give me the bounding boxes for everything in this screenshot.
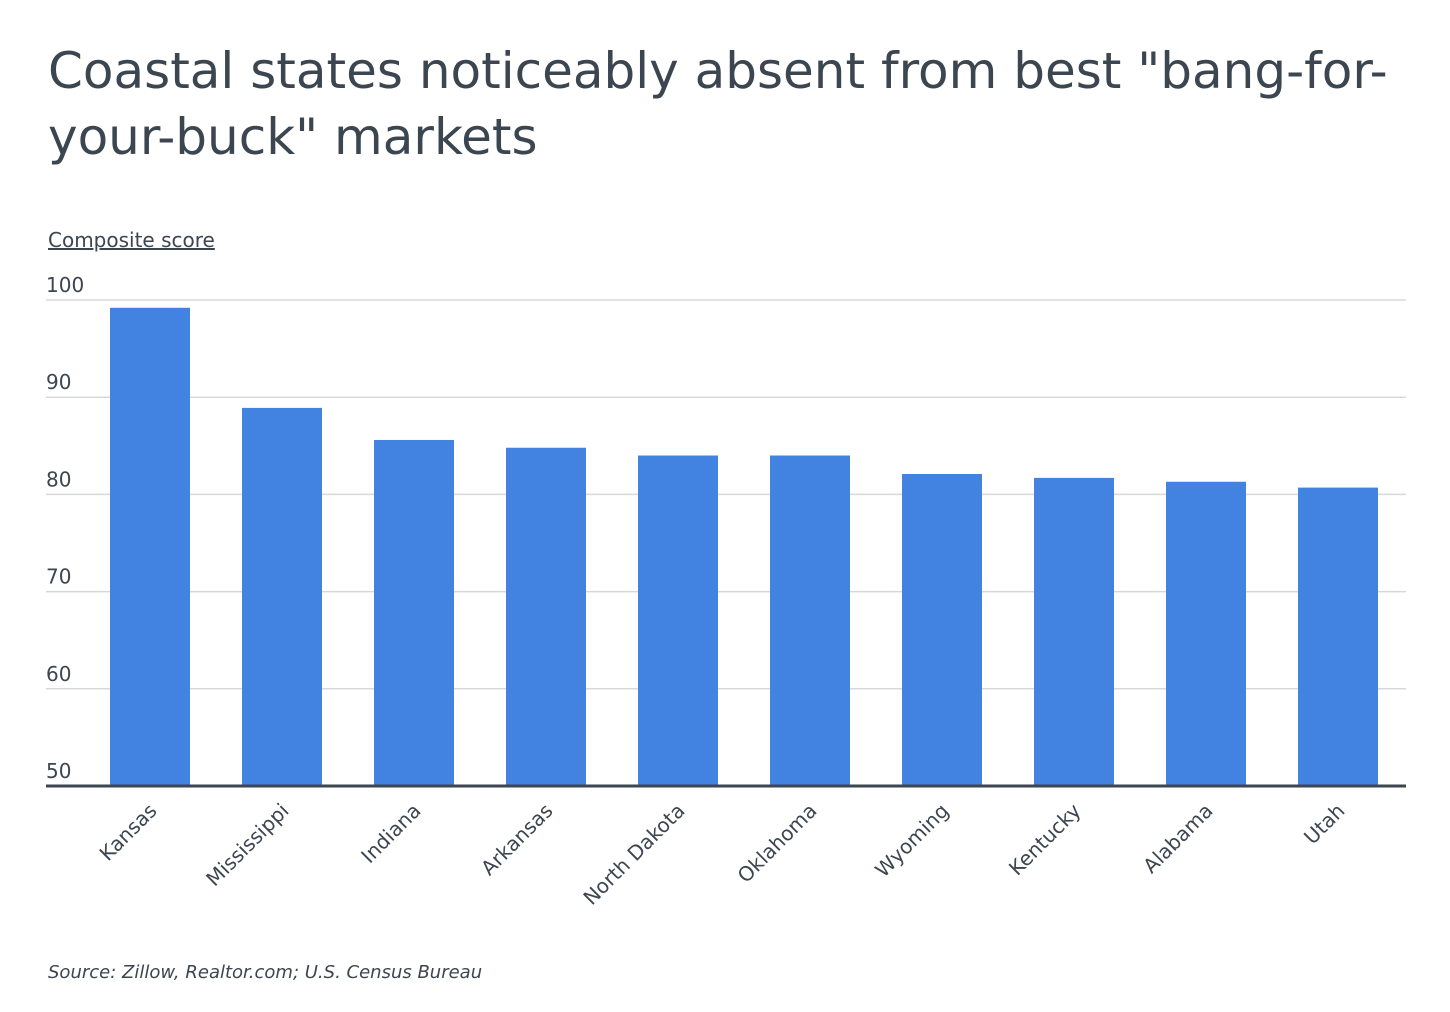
bars bbox=[110, 307, 1378, 786]
x-tick-label: Wyoming bbox=[870, 799, 953, 882]
y-tick-label: 70 bbox=[46, 565, 71, 589]
x-tick-label: Kentucky bbox=[1004, 798, 1086, 880]
y-tick-label: 50 bbox=[46, 759, 71, 783]
x-tick-label: North Dakota bbox=[578, 799, 689, 910]
source-note: Source: Zillow, Realtor.com; U.S. Census… bbox=[48, 962, 483, 983]
x-tick-label: Indiana bbox=[356, 799, 425, 868]
y-tick-label: 80 bbox=[46, 467, 71, 491]
bar-alabama bbox=[1166, 481, 1246, 786]
bar-utah bbox=[1298, 487, 1378, 786]
bar-oklahoma bbox=[770, 455, 850, 786]
x-tick-label: Arkansas bbox=[476, 799, 557, 880]
bar-mississippi bbox=[242, 407, 322, 786]
y-tick-label: 100 bbox=[46, 273, 84, 297]
bar-arkansas bbox=[506, 447, 586, 786]
bar-wyoming bbox=[902, 473, 982, 786]
bar-kansas bbox=[110, 307, 190, 786]
chart-title: Coastal states noticeably absent from be… bbox=[48, 42, 1388, 166]
y-axis-title: Composite score bbox=[48, 228, 215, 252]
y-tick-label: 90 bbox=[46, 370, 71, 394]
x-axis-labels: Kansas Mississippi Indiana Arkansas North Da… bbox=[95, 798, 1350, 909]
x-tick-label: Alabama bbox=[1138, 799, 1217, 878]
x-tick-label: Oklahoma bbox=[733, 799, 822, 888]
y-axis-ticks: 50 60 70 80 90 100 bbox=[46, 273, 84, 783]
bar-indiana bbox=[374, 439, 454, 786]
x-tick-label: Mississippi bbox=[201, 799, 293, 891]
x-tick-label: Utah bbox=[1299, 799, 1350, 850]
y-tick-label: 60 bbox=[46, 662, 71, 686]
bar-north-dakota bbox=[638, 455, 718, 786]
bar-kentucky bbox=[1034, 477, 1114, 786]
x-tick-label: Kansas bbox=[95, 799, 162, 866]
